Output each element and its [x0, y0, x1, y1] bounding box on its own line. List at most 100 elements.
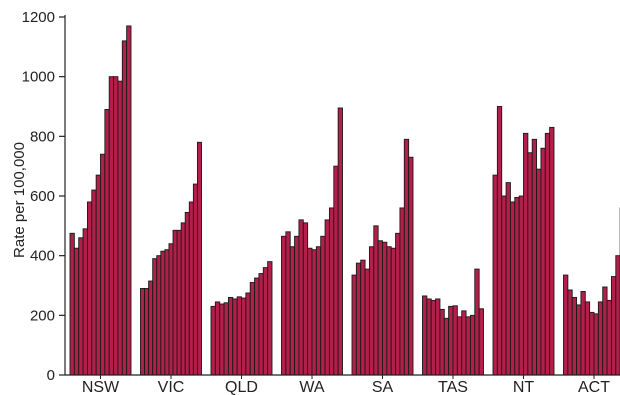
bar [518, 195, 524, 376]
bar [315, 246, 322, 376]
bar [395, 232, 401, 376]
bar-group-nsw [69, 25, 132, 376]
bar-group-tas [422, 268, 484, 376]
bar [156, 255, 162, 376]
bar [294, 235, 300, 376]
bar [408, 156, 414, 376]
bar [492, 174, 498, 376]
bar [333, 165, 339, 376]
bar [439, 308, 445, 376]
bar [302, 222, 309, 376]
bar [536, 168, 542, 376]
bar-group-nt [492, 106, 555, 376]
bar [461, 310, 467, 376]
bar [328, 207, 335, 376]
bar [602, 286, 608, 376]
bar [91, 189, 97, 376]
bar [227, 296, 234, 376]
bar-group-wa [281, 107, 343, 376]
bar [465, 316, 471, 376]
bar [576, 304, 582, 376]
bar [527, 152, 533, 376]
bar-group-vic [140, 141, 202, 376]
bar [469, 314, 476, 376]
bar [281, 235, 287, 376]
bar [241, 297, 247, 376]
y-tick-label: 200 [30, 307, 55, 324]
bar [456, 316, 463, 376]
bar [184, 211, 190, 376]
bar [152, 258, 158, 376]
bar [399, 207, 405, 376]
x-tick-label: NT [513, 379, 535, 395]
bar [373, 225, 379, 376]
bar [610, 276, 617, 376]
y-tick-label: 1200 [22, 9, 55, 26]
bar [435, 298, 441, 376]
bar [232, 298, 238, 376]
bar [514, 197, 520, 376]
bar [311, 249, 317, 376]
bar [160, 250, 166, 376]
bar [289, 246, 296, 376]
bar [549, 126, 555, 376]
bar [100, 153, 106, 376]
bar [104, 109, 110, 376]
bar [307, 247, 313, 376]
bar [584, 301, 591, 376]
bar [214, 301, 221, 376]
bar [422, 295, 428, 376]
bar [140, 288, 146, 376]
bar-group-sa [351, 138, 414, 376]
bar [606, 299, 612, 376]
bar [426, 298, 432, 376]
bar [164, 249, 170, 376]
bar [448, 305, 454, 376]
bar [523, 132, 529, 376]
bar-group-act [563, 207, 620, 376]
bar [580, 291, 586, 376]
bar [73, 247, 80, 376]
y-tick-label: 400 [30, 248, 55, 265]
bar [121, 40, 128, 376]
bar [126, 25, 132, 376]
bar [593, 313, 599, 376]
bar [168, 243, 174, 376]
bar [501, 195, 507, 376]
bar [571, 296, 578, 376]
bar [531, 138, 538, 376]
x-tick-label: NSW [82, 379, 120, 395]
bar [390, 247, 397, 376]
bar [474, 268, 480, 376]
bar [245, 292, 251, 376]
bar [298, 219, 304, 376]
bar [180, 222, 186, 376]
bar [360, 259, 366, 376]
bar [597, 301, 604, 376]
bar [403, 138, 410, 376]
bar [95, 174, 101, 376]
bar [267, 261, 273, 376]
y-tick-label: 800 [30, 128, 55, 145]
bar [117, 80, 123, 376]
bar [82, 228, 88, 376]
bar [505, 182, 511, 376]
bar [430, 299, 437, 376]
bar [223, 302, 229, 376]
bar [148, 280, 154, 376]
y-tick-label: 1000 [22, 69, 55, 86]
bar [567, 289, 573, 376]
y-axis-title: Rate per 100,000 [11, 142, 28, 258]
bar [355, 262, 362, 376]
bar [509, 201, 516, 376]
bar [324, 219, 330, 376]
x-tick-label: VIC [158, 379, 185, 395]
bars [69, 25, 620, 376]
y-tick-label: 600 [30, 188, 55, 205]
bar [382, 241, 388, 376]
bar [337, 107, 343, 376]
bar [351, 274, 357, 376]
bar [172, 229, 178, 376]
bar [196, 141, 202, 376]
